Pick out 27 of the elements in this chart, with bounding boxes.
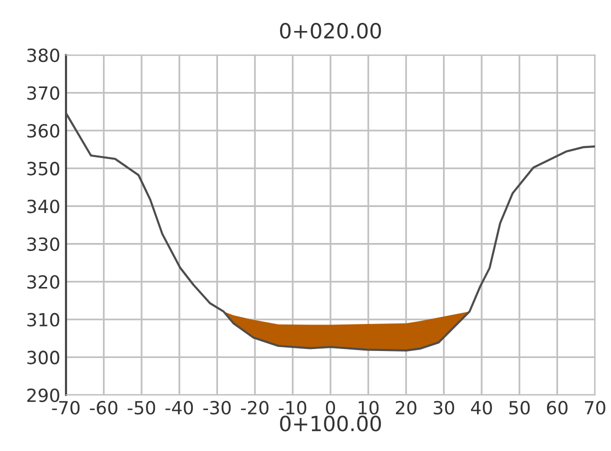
- y-tick-label: 380: [27, 48, 60, 62]
- x-tick-label: -20: [241, 400, 268, 415]
- y-tick-label: 370: [27, 86, 60, 100]
- x-tick-label: 40: [471, 400, 492, 415]
- y-tick-label: 330: [27, 237, 60, 252]
- y-tick-label: 290: [27, 388, 60, 402]
- y-tick-label: 320: [27, 275, 60, 289]
- x-tick-label: -60: [90, 400, 118, 415]
- x-tick-label: -10: [278, 400, 306, 415]
- y-tick-label: 300: [27, 350, 60, 364]
- y-tick-label: 360: [27, 124, 60, 138]
- x-tick-label: 20: [396, 400, 416, 415]
- x-tick-label: 50: [509, 400, 530, 415]
- x-axis-title: 0+100.00: [280, 416, 381, 432]
- x-tick-label: -40: [165, 400, 193, 415]
- y-tick-label: 350: [27, 162, 60, 176]
- y-tick-label: 340: [27, 200, 60, 214]
- chart-title: 0+020.00: [280, 22, 381, 39]
- x-tick-label: -30: [203, 400, 231, 415]
- x-tick-label: 60: [546, 400, 568, 415]
- x-tick-label: 30: [434, 400, 454, 415]
- y-tick-label: 310: [27, 312, 60, 327]
- x-tick-label: 0: [326, 400, 336, 415]
- x-tick-label: -50: [128, 400, 156, 415]
- x-tick-label: 10: [358, 400, 379, 415]
- x-tick-label: -70: [52, 400, 80, 415]
- x-tick-label: 70: [584, 400, 606, 415]
